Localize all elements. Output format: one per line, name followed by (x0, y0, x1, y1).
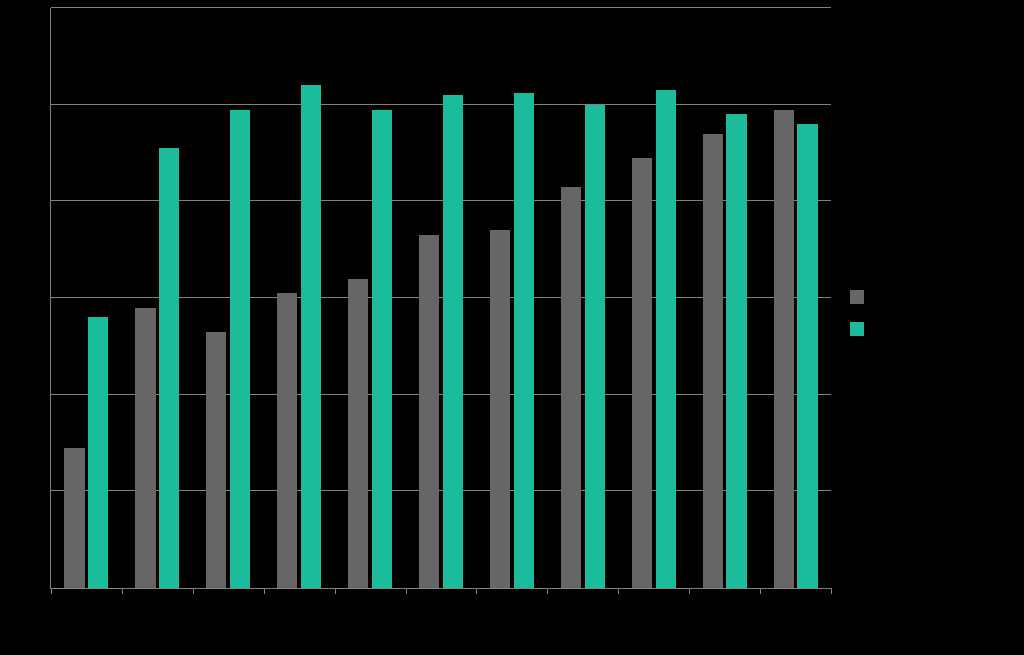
gridline (51, 104, 831, 105)
x-tick (335, 588, 336, 594)
bar-series-a (277, 293, 297, 588)
bar-series-b (656, 90, 676, 588)
x-tick (547, 588, 548, 594)
bar-series-a (206, 332, 226, 588)
legend-swatch-1 (850, 322, 864, 336)
bar-series-b (797, 124, 817, 588)
x-tick (476, 588, 477, 594)
bar-series-a (703, 134, 723, 588)
x-tick (264, 588, 265, 594)
chart-container (50, 8, 830, 588)
bar-series-a (774, 110, 794, 589)
bar-series-a (490, 230, 510, 588)
bar-series-b (585, 105, 605, 588)
bar-series-a (135, 308, 155, 588)
bar-series-b (726, 114, 746, 588)
x-tick (406, 588, 407, 594)
legend-swatch-0 (850, 290, 864, 304)
x-tick (831, 588, 832, 594)
bar-series-b (443, 95, 463, 588)
x-tick (689, 588, 690, 594)
bar-series-a (348, 279, 368, 588)
bar-series-a (64, 448, 84, 588)
bar-series-a (561, 187, 581, 588)
x-tick (122, 588, 123, 594)
bar-series-b (514, 93, 534, 588)
bar-series-b (301, 85, 321, 588)
x-tick (760, 588, 761, 594)
x-tick (51, 588, 52, 594)
bar-series-b (159, 148, 179, 588)
gridline (51, 7, 831, 8)
bar-series-b (372, 110, 392, 589)
bar-series-b (230, 110, 250, 589)
plot-area (50, 8, 831, 589)
bar-series-a (419, 235, 439, 588)
bar-series-a (632, 158, 652, 588)
legend (850, 290, 864, 336)
x-tick (618, 588, 619, 594)
bar-series-b (88, 317, 108, 588)
x-tick (193, 588, 194, 594)
